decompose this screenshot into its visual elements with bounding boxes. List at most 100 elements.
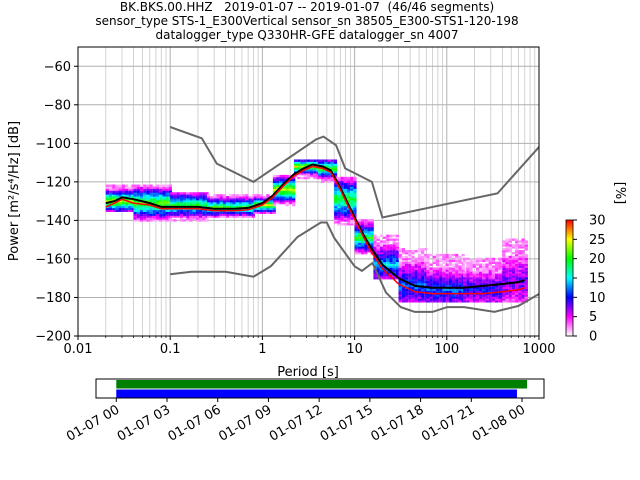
new-high-noise-model-line (169, 126, 539, 219)
heatmap-cell (515, 257, 519, 261)
heatmap-cell (442, 273, 446, 276)
heatmap-cell (143, 196, 147, 199)
heatmap-cell (313, 176, 317, 180)
heatmap-cell (498, 292, 502, 295)
heatmap-cell (202, 219, 206, 222)
heatmap-cell (238, 201, 243, 205)
heatmap-cell (364, 226, 368, 230)
heatmap-cell (414, 298, 418, 301)
heatmap-cell (245, 205, 249, 209)
heatmap-cell (451, 263, 456, 266)
heatmap-cell (521, 280, 525, 284)
heatmap-cell (340, 176, 344, 180)
heatmap-cell (165, 192, 169, 195)
heatmap-cell (340, 199, 344, 203)
heatmap-cell (121, 192, 125, 195)
heatmap-cell (183, 209, 187, 212)
heatmap-cell (313, 171, 317, 174)
heatmap-cell (235, 194, 239, 197)
heatmap-cell (213, 203, 217, 207)
heatmap-cell (206, 213, 211, 216)
heatmap-cell (524, 298, 528, 301)
heatmap-cell (115, 196, 119, 199)
heatmap-cell (189, 213, 193, 216)
heatmap-cell (361, 226, 365, 230)
heatmap-cell (518, 261, 522, 264)
heatmap-cell (353, 176, 357, 180)
heatmap-cell (199, 196, 203, 199)
heatmap-cell (469, 288, 473, 291)
heatmap-cell (502, 284, 506, 288)
heatmap-cell (511, 261, 516, 264)
heatmap-cell (357, 240, 361, 243)
heatmap-cell (333, 161, 338, 164)
heatmap-cell (350, 223, 354, 226)
heatmap-cell (340, 186, 344, 189)
heatmap-cell (263, 207, 267, 211)
heatmap-cell (282, 194, 286, 197)
heatmap-cell (334, 188, 338, 191)
heatmap-cell (392, 253, 396, 257)
heatmap-cell (373, 261, 377, 264)
heatmap-cell (346, 190, 351, 193)
heatmap-cell (238, 215, 243, 218)
heatmap-cell (350, 188, 354, 191)
heatmap-cell (518, 253, 522, 257)
heatmap-cell (404, 298, 409, 301)
heatmap-cell (292, 184, 296, 187)
heatmap-cell (389, 263, 393, 266)
heatmap-cell (475, 288, 480, 291)
heatmap-cell (266, 207, 270, 211)
heatmap-cell (508, 250, 512, 253)
heatmap-cell (439, 253, 443, 257)
heatmap-cell (505, 294, 509, 297)
heatmap-cell (392, 275, 396, 278)
heatmap-cell (288, 190, 293, 193)
heatmap-cell (395, 261, 400, 264)
heatmap-cell (303, 165, 307, 168)
heatmap-cell (466, 257, 470, 261)
heatmap-cell (495, 261, 499, 264)
heatmap-cell (505, 265, 509, 268)
heatmap-cell (426, 288, 430, 291)
heatmap-cell (435, 284, 440, 288)
heatmap-cell (199, 198, 203, 201)
heatmap-cell (146, 192, 150, 195)
heatmap-cell (238, 196, 243, 199)
heatmap-cell (330, 159, 334, 162)
heatmap-cell (170, 196, 174, 199)
heatmap-cell (502, 300, 506, 303)
heatmap-cell (210, 205, 214, 209)
heatmap-cell (300, 176, 304, 180)
heatmap-cell (515, 259, 519, 263)
heatmap-cell (429, 300, 433, 303)
heatmap-cell (485, 294, 489, 297)
heatmap-cell (429, 288, 433, 291)
heatmap-cell (216, 203, 220, 207)
heatmap-cell (276, 178, 280, 182)
heatmap-cell (321, 174, 325, 178)
heatmap-cell (165, 190, 169, 193)
heatmap-cell (222, 201, 227, 205)
heatmap-cell (411, 298, 415, 301)
heatmap-cell (518, 290, 522, 293)
heatmap-cell (498, 257, 502, 261)
heatmap-cell (417, 255, 421, 259)
heatmap-cell (521, 251, 525, 255)
heatmap-cell (420, 288, 425, 291)
heatmap-cell (408, 250, 412, 253)
heatmap-cell (495, 286, 499, 290)
heatmap-cell (395, 238, 400, 241)
heatmap-cell (379, 259, 384, 263)
heatmap-cell (229, 194, 233, 197)
heatmap-cell (309, 167, 314, 170)
heatmap-cell (395, 267, 400, 270)
heatmap-cell (408, 277, 412, 280)
heatmap-cell (448, 261, 452, 264)
heatmap-cell (392, 263, 396, 266)
heatmap-cell (162, 217, 166, 220)
heatmap-cell (149, 196, 153, 199)
heatmap-cell (442, 255, 446, 259)
heatmap-cell (133, 209, 137, 212)
heatmap-cell (485, 273, 489, 276)
